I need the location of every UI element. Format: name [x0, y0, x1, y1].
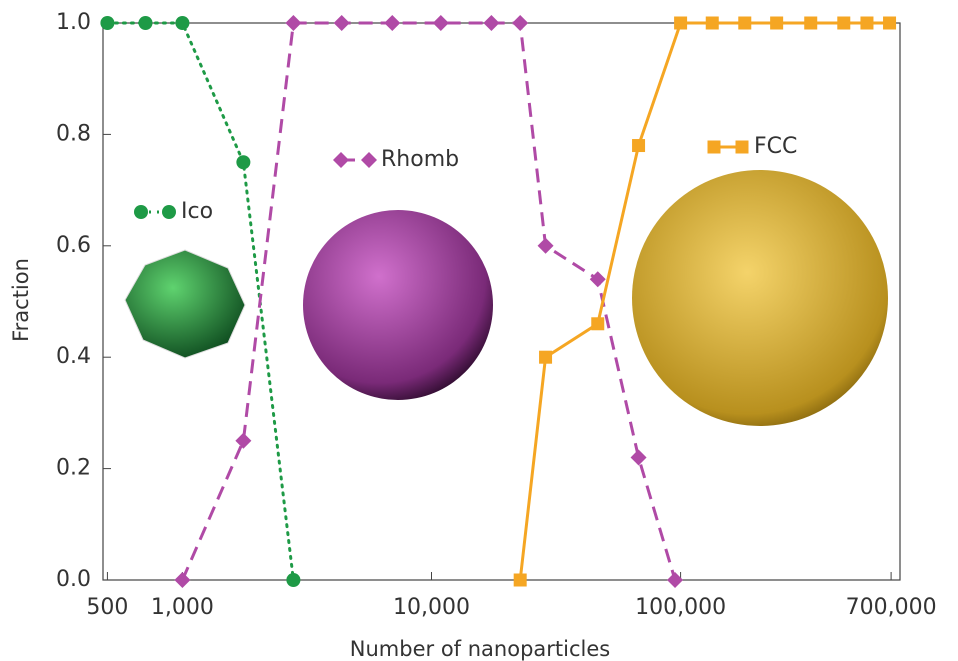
data-point: [100, 16, 115, 30]
x-tick-label: 500: [86, 595, 128, 620]
y-tick-label: 0.2: [56, 456, 91, 481]
y-tick-label: 0.0: [56, 567, 91, 592]
data-point: [138, 16, 153, 30]
data-point: [432, 15, 449, 31]
data-point: [738, 16, 752, 30]
data-point: [512, 15, 529, 31]
particle-images: [124, 170, 888, 426]
legend-marker: [361, 152, 377, 168]
legend-marker: [162, 205, 176, 219]
data-point: [632, 139, 646, 153]
x-tick-label: 700,000: [846, 595, 937, 620]
ico-image: [124, 249, 246, 359]
x-tick-label: 100,000: [635, 595, 726, 620]
data-point: [804, 16, 818, 30]
data-point: [667, 572, 684, 588]
legend-marker: [134, 205, 148, 219]
legend-label: Ico: [181, 199, 213, 224]
y-tick-label: 0.6: [56, 233, 91, 258]
data-point: [513, 573, 527, 587]
y-tick-label: 0.4: [56, 344, 91, 369]
x-tick-label: 1,000: [151, 595, 214, 620]
data-point: [589, 271, 606, 288]
y-tick-label: 0.8: [56, 121, 91, 146]
data-point: [591, 317, 605, 331]
data-point: [883, 16, 897, 30]
y-tick-label: 1.0: [56, 10, 91, 35]
legend-marker: [735, 140, 749, 154]
rhomb-image: [303, 210, 493, 400]
data-point: [286, 573, 301, 587]
fcc-image: [632, 170, 888, 426]
legend-label: FCC: [754, 134, 797, 159]
data-point: [837, 16, 851, 30]
data-point: [770, 16, 784, 30]
data-point: [630, 449, 647, 466]
data-point: [537, 237, 554, 254]
y-axis-title: Fraction: [9, 258, 33, 342]
data-point: [705, 16, 719, 30]
legend-label: Rhomb: [381, 147, 459, 172]
x-tick-label: 10,000: [393, 595, 470, 620]
data-point: [174, 572, 191, 588]
data-point: [539, 350, 553, 364]
data-point: [384, 15, 401, 31]
x-axis-title: Number of nanoparticles: [350, 637, 610, 661]
legend-marker: [333, 152, 349, 168]
data-point: [674, 16, 688, 30]
data-point: [235, 432, 252, 449]
legend-marker: [707, 140, 721, 154]
data-point: [483, 15, 500, 31]
data-point: [860, 16, 874, 30]
data-point: [175, 16, 190, 30]
data-point: [333, 15, 350, 31]
data-point: [285, 15, 302, 31]
data-point: [236, 155, 251, 170]
